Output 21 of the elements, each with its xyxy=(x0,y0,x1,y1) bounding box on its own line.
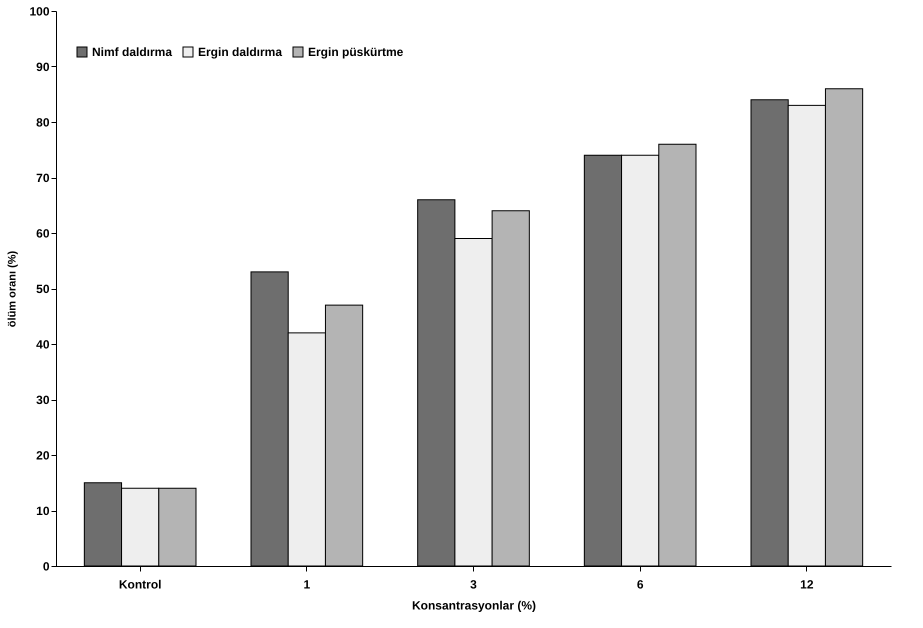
x-tick-label: 12 xyxy=(800,578,814,592)
x-tick-label: Kontrol xyxy=(118,578,162,592)
y-tick-label: 50 xyxy=(36,282,50,296)
legend-label: Ergin daldırma xyxy=(198,45,282,59)
y-tick-label: 60 xyxy=(36,226,50,240)
y-tick-label: 100 xyxy=(29,4,50,18)
y-tick-label: 0 xyxy=(42,560,50,574)
y-axis-title: ölüm oranı (%) xyxy=(6,250,18,328)
legend-label: Ergin püskürtme xyxy=(308,45,404,59)
y-tick-label: 20 xyxy=(36,448,50,462)
x-tick-label: 3 xyxy=(470,578,478,592)
y-tick-label: 90 xyxy=(36,60,50,74)
y-tick-label: 10 xyxy=(36,504,50,518)
x-tick-label: 6 xyxy=(636,578,644,592)
y-tick-label: 40 xyxy=(36,338,50,352)
x-tick-label: 1 xyxy=(303,578,310,592)
y-tick-label: 30 xyxy=(36,393,50,407)
x-axis-title: Konsantrasyonlar (%) xyxy=(412,598,536,612)
y-tick-label: 80 xyxy=(36,116,50,130)
y-tick-label: 70 xyxy=(36,171,50,185)
legend-label: Nimf daldırma xyxy=(92,45,172,59)
